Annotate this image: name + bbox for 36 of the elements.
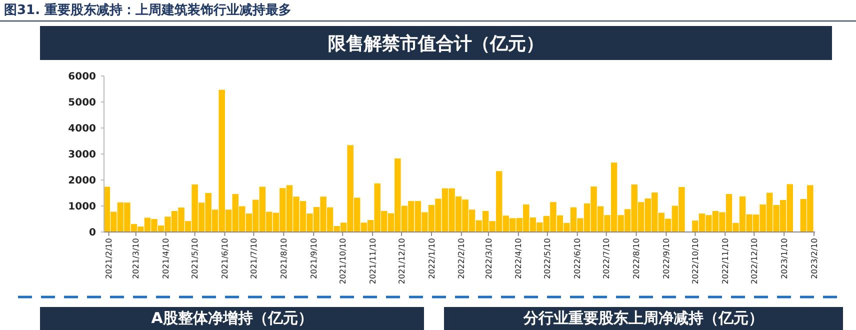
x-tick-label: 2021/10/10 [338, 238, 348, 284]
y-tick-label: 1000 [68, 202, 96, 212]
x-tick-label: 2022/8/10 [632, 238, 642, 280]
x-tick-label: 2022/11/10 [720, 238, 730, 284]
text: A股整体净增持（亿元） [151, 309, 313, 327]
y-tick-label: 2000 [68, 176, 96, 186]
x-tick-label: 2021/2/10 [104, 238, 114, 280]
x-tick-label: 2022/7/10 [602, 238, 612, 280]
y-tick-label: 0 [89, 228, 96, 238]
x-tick-label: 2022/2/10 [457, 238, 466, 280]
chart-title: 图31. 重要股东减持：上周建筑装饰行业减持最多 [4, 2, 292, 18]
x-tick-label: 2022/10/10 [691, 238, 700, 284]
x-tick-label: 2022/5/10 [543, 238, 552, 280]
x-tick-label: 2021/12/10 [397, 238, 406, 284]
x-tick-label: 2021/6/10 [220, 238, 230, 280]
x-tick-label: 2021/8/10 [279, 238, 288, 280]
x-tick-label: 2022/9/10 [662, 238, 672, 280]
x-tick-label: 2023/2/10 [810, 238, 819, 280]
x-tick-label: 2021/7/10 [250, 238, 259, 280]
x-tick-label: 2023/1/10 [780, 238, 789, 280]
text: 分行业重要股东上周净减持（亿元） [522, 309, 764, 327]
x-tick-label: 2022/12/10 [750, 238, 759, 284]
x-tick-label: 2021/5/10 [190, 238, 200, 280]
x-tick-label: 2021/4/10 [162, 238, 171, 280]
chart-subtitle: 限售解禁市值合计（亿元） [328, 33, 544, 54]
y-tick-label: 5000 [68, 98, 96, 108]
x-tick-label: 2021/11/10 [368, 238, 378, 284]
x-tick-label: 2022/3/10 [484, 238, 494, 280]
y-tick-label: 6000 [68, 72, 96, 82]
y-tick-label: 3000 [68, 150, 96, 160]
x-tick-label: 2022/4/10 [514, 238, 524, 280]
x-tick-label: 2021/3/10 [132, 238, 141, 280]
x-tick-label: 2021/9/10 [309, 238, 318, 280]
x-tick-label: 2022/1/10 [427, 238, 436, 280]
x-tick-label: 2022/6/10 [573, 238, 582, 280]
y-tick-label: 4000 [68, 124, 96, 134]
